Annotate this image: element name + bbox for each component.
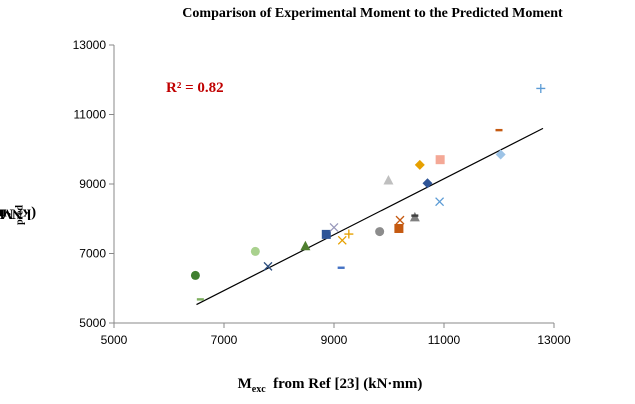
data-point <box>375 227 385 237</box>
x-label-main: M <box>237 376 252 392</box>
data-point <box>435 155 445 165</box>
data-point <box>196 298 204 301</box>
r-squared-annotation: R² = 0.82 <box>166 80 224 96</box>
data-point <box>422 178 433 189</box>
data-point <box>394 223 404 233</box>
chart-title: Comparison of Experimental Moment to the… <box>182 6 563 21</box>
data-point <box>495 149 506 160</box>
y-tick-label: 13000 <box>73 38 107 52</box>
x-label-sub: exc <box>251 384 266 395</box>
data-point <box>344 229 354 239</box>
trendline <box>196 127 544 306</box>
y-tick-label: 7000 <box>79 247 106 261</box>
data-point <box>435 197 445 207</box>
data-point <box>411 214 419 217</box>
x-tick-label: 5000 <box>101 333 128 347</box>
x-tick-label: 13000 <box>537 333 571 347</box>
trendline-group <box>196 127 544 306</box>
data-point <box>190 270 200 280</box>
x-tick-label: 7000 <box>211 333 238 347</box>
data-point <box>383 175 394 185</box>
data-point <box>337 235 347 245</box>
data-point <box>300 240 311 251</box>
x-tick-label: 11000 <box>428 333 461 347</box>
data-point <box>263 261 273 271</box>
y-tick-label: 9000 <box>79 177 106 191</box>
data-point <box>321 229 331 239</box>
data-point <box>250 246 260 256</box>
y-tick-label: 11000 <box>74 108 107 122</box>
x-tick-label: 9000 <box>321 333 348 347</box>
data-point <box>414 159 425 170</box>
data-point <box>337 266 345 269</box>
axes <box>109 44 555 328</box>
data-points <box>190 83 546 301</box>
tick-labels: 5000 7000 9000 11000 13000 5000 7000 9000 11000 1… <box>73 38 571 347</box>
x-label-rest: from Ref [23] (kN·mm) <box>265 376 423 392</box>
y-tick-label: 5000 <box>79 316 106 330</box>
data-point <box>329 222 339 232</box>
data-point <box>395 215 405 225</box>
data-point <box>536 83 546 93</box>
data-point <box>495 128 503 132</box>
x-axis-label: Mexc from Ref [23] (kN·mm) <box>0 376 635 395</box>
y-label-rest: (kN·mm) <box>0 205 37 222</box>
